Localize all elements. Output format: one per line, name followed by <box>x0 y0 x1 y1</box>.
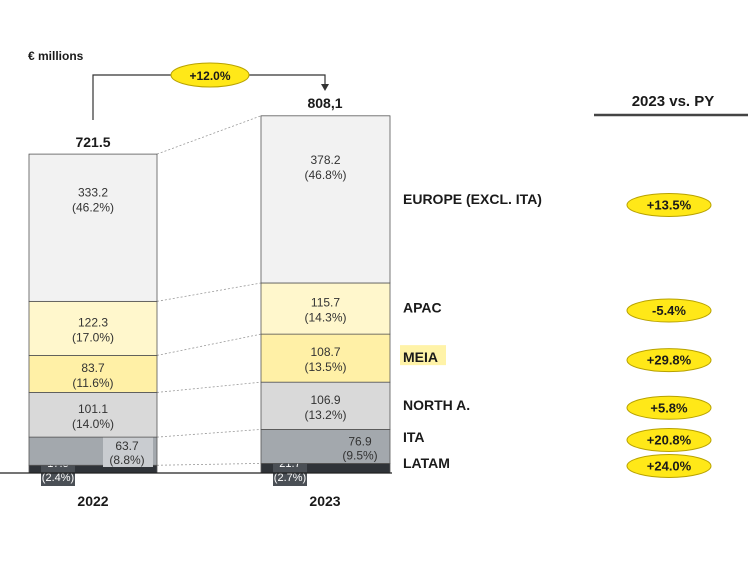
total-2022: 721.5 <box>75 134 110 150</box>
share-label-ita-2022: (8.8%) <box>109 453 144 467</box>
growth-label: +12.0% <box>189 69 230 83</box>
growth-pill <box>170 62 250 88</box>
change-label-meia: +29.8% <box>647 353 692 368</box>
value-label-ita-2023: 76.9 <box>348 434 372 448</box>
share-label-europe-excl-ita-2023: (46.8%) <box>304 168 346 182</box>
change-pill-latam <box>626 454 712 478</box>
value-label-europe-excl-ita-2023: 378.2 <box>310 153 340 167</box>
segment-meia-2023 <box>260 333 391 383</box>
change-pill-ita <box>626 428 712 452</box>
value-label-ita-2022: 63.7 <box>115 439 139 453</box>
segment-europe-excl-ita-2022 <box>28 153 158 302</box>
comparison-header: 2023 vs. PY <box>632 93 715 110</box>
value-label-meia-2023: 108.7 <box>310 345 340 359</box>
value-label-north-a-2023: 106.9 <box>310 393 340 407</box>
change-pill-north-a <box>626 395 712 420</box>
change-pill-apac <box>626 298 712 323</box>
share-label-europe-excl-ita-2022: (46.2%) <box>72 200 114 214</box>
value-label-apac-2022: 122.3 <box>78 315 108 329</box>
share-label-latam-2022: (2.4%) <box>42 472 74 484</box>
share-label-meia-2022: (11.6%) <box>72 376 113 390</box>
value-label-europe-excl-ita-2022: 333.2 <box>78 185 108 199</box>
connector-ita <box>156 429 262 438</box>
total-2023: 808,1 <box>307 95 342 111</box>
change-pill-meia <box>626 348 712 373</box>
change-label-north-a: +5.8% <box>650 400 688 415</box>
change-label-europe-excl-ita: +13.5% <box>647 198 692 213</box>
share-label-north-a-2023: (13.2%) <box>304 408 346 422</box>
share-label-meia-2023: (13.5%) <box>304 360 346 374</box>
region-label-meia: MEIA <box>403 349 438 365</box>
region-highlight-meia <box>400 345 446 366</box>
change-label-ita: +20.8% <box>647 433 692 448</box>
change-label-apac: -5.4% <box>652 303 686 318</box>
segment-meia-2022 <box>28 355 158 393</box>
connector-north-a <box>156 381 262 393</box>
change-label-latam: +24.0% <box>647 459 692 474</box>
segment-europe-excl-ita-2023 <box>260 115 391 284</box>
region-label-europe-excl-ita: EUROPE (EXCL. ITA) <box>403 191 542 207</box>
region-label-apac: APAC <box>403 300 442 316</box>
value-box-ita-2022 <box>103 436 153 467</box>
segment-north-a-2023 <box>260 381 391 430</box>
value-label-north-a-2022: 101.1 <box>78 402 108 416</box>
region-label-ita: ITA <box>403 429 425 445</box>
share-label-apac-2022: (17.0%) <box>72 330 114 344</box>
change-pill-europe-excl-ita <box>626 193 712 217</box>
share-label-ita-2023: (9.5%) <box>342 448 377 462</box>
category-label-2022: 2022 <box>77 493 108 509</box>
region-label-latam: LATAM <box>403 455 450 471</box>
connector-europe-excl-ita <box>156 115 262 155</box>
connector-latam <box>156 463 262 466</box>
connector-apac <box>156 282 262 302</box>
share-label-north-a-2022: (14.0%) <box>72 417 114 431</box>
unit-label: € millions <box>28 49 84 63</box>
value-label-meia-2022: 83.7 <box>81 361 105 375</box>
segment-apac-2023 <box>260 282 391 335</box>
connector-meia <box>156 333 262 356</box>
value-label-apac-2023: 115.7 <box>311 296 340 310</box>
segment-north-a-2022 <box>28 392 158 438</box>
region-label-north-a: NORTH A. <box>403 397 470 413</box>
growth-arrowhead <box>321 84 329 91</box>
share-label-apac-2023: (14.3%) <box>304 311 346 325</box>
category-label-2023: 2023 <box>309 493 340 509</box>
share-label-latam-2023: (2.7%) <box>274 472 306 484</box>
